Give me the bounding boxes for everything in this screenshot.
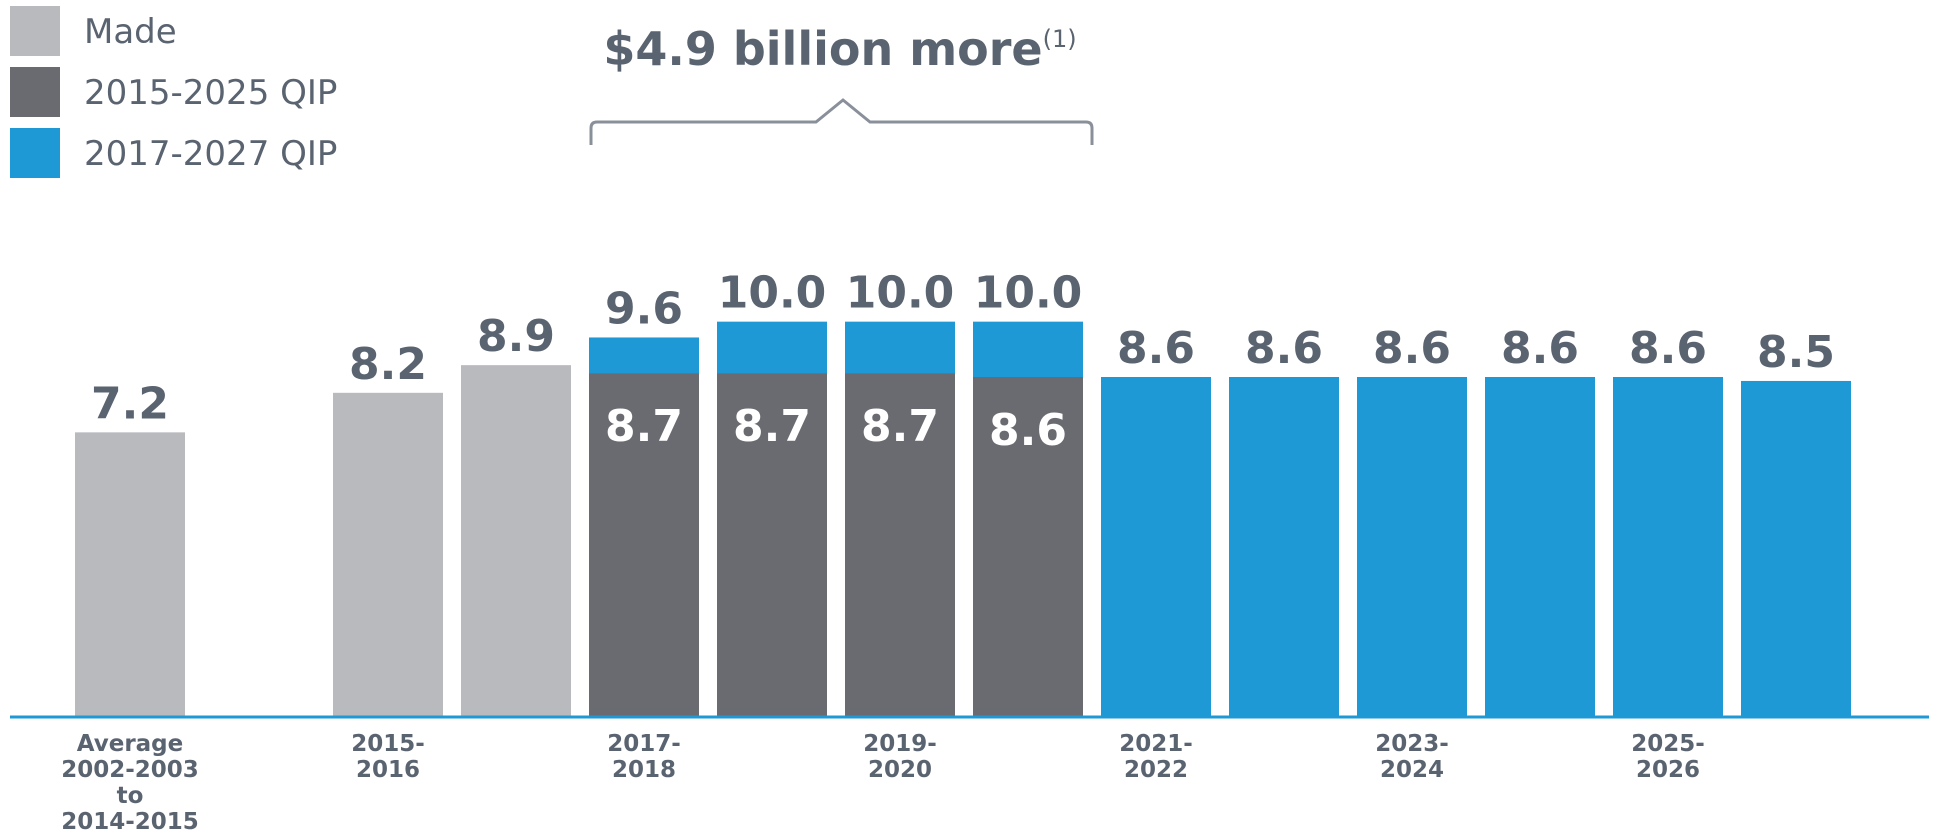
bar-total-label: 10.0 bbox=[974, 268, 1083, 319]
x-tick-labels: Average 2002-2003 to 2014-2015 2015-2016 2017… bbox=[61, 731, 1705, 833]
x-tick-label: 2025-2026 bbox=[1631, 731, 1705, 783]
bar-total-label: 8.2 bbox=[349, 339, 427, 390]
bar-total-label: 8.6 bbox=[1629, 323, 1707, 374]
bar-total-label: 8.9 bbox=[477, 311, 555, 362]
bar-segment bbox=[75, 432, 185, 717]
bar-total-label: 9.6 bbox=[605, 283, 683, 334]
bar-total-label: 8.5 bbox=[1757, 327, 1835, 378]
legend-label: Made bbox=[84, 12, 177, 52]
annotation-text: $4.9 billion more(1) bbox=[603, 22, 1076, 76]
bar-total-label: 10.0 bbox=[846, 268, 955, 319]
bar-total-label: 8.6 bbox=[1373, 323, 1451, 374]
bar-segment bbox=[589, 337, 699, 374]
bar-segment bbox=[1613, 377, 1723, 717]
bar-segment bbox=[1229, 377, 1339, 717]
legend: Made 2015-2025 QIP 2017-2027 QIP bbox=[10, 6, 337, 178]
x-tick-label: 2015-2016 bbox=[351, 731, 425, 783]
x-tick-label: 2019-2020 bbox=[863, 731, 937, 783]
bar-segment bbox=[1485, 377, 1595, 717]
bar-total-label: 10.0 bbox=[718, 268, 827, 319]
bar-segment bbox=[717, 321, 827, 374]
x-tick-label: Average 2002-2003 to 2014-2015 bbox=[61, 731, 199, 833]
annotation-brace bbox=[589, 98, 1094, 145]
bar-segment bbox=[845, 321, 955, 374]
bar-inner-label: 8.7 bbox=[861, 401, 939, 452]
bar-segment bbox=[973, 321, 1083, 377]
bar-inner-label: 8.6 bbox=[989, 405, 1067, 456]
legend-swatch bbox=[10, 128, 60, 178]
annotation-superscript: (1) bbox=[1043, 25, 1077, 53]
bar-segment bbox=[589, 373, 699, 717]
bar-total-label: 8.6 bbox=[1501, 323, 1579, 374]
x-tick-label: 2023-2024 bbox=[1375, 731, 1449, 783]
bar-segment bbox=[1357, 377, 1467, 717]
bar-total-label: 8.6 bbox=[1245, 323, 1323, 374]
bar-segment bbox=[1741, 380, 1851, 717]
bar-total-label: 8.6 bbox=[1117, 323, 1195, 374]
legend-label: 2017-2027 QIP bbox=[84, 134, 337, 174]
x-tick-label: 2017-2018 bbox=[607, 731, 681, 783]
bar-segment bbox=[461, 365, 571, 717]
bar-segment bbox=[973, 377, 1083, 717]
bar-segment bbox=[1101, 377, 1211, 717]
annotation: $4.9 billion more(1) bbox=[589, 22, 1094, 145]
annotation-main: $4.9 billion more bbox=[603, 22, 1042, 76]
bar-segment bbox=[717, 373, 827, 717]
bars bbox=[75, 321, 1851, 717]
bar-labels: 7.2 8.2 8.9 9.6 8.7 10.0 8.7 10.0 8.7 10.0 8.6 8.6 8… bbox=[91, 268, 1835, 456]
bar-inner-label: 8.7 bbox=[605, 401, 683, 452]
bar-total-label: 7.2 bbox=[91, 378, 169, 429]
bar-segment bbox=[845, 373, 955, 717]
bar-segment bbox=[333, 392, 443, 717]
x-tick-label: 2021-2022 bbox=[1119, 731, 1193, 783]
legend-swatch bbox=[10, 6, 60, 56]
bar-inner-label: 8.7 bbox=[733, 401, 811, 452]
legend-swatch bbox=[10, 67, 60, 117]
legend-label: 2015-2025 QIP bbox=[84, 73, 337, 113]
